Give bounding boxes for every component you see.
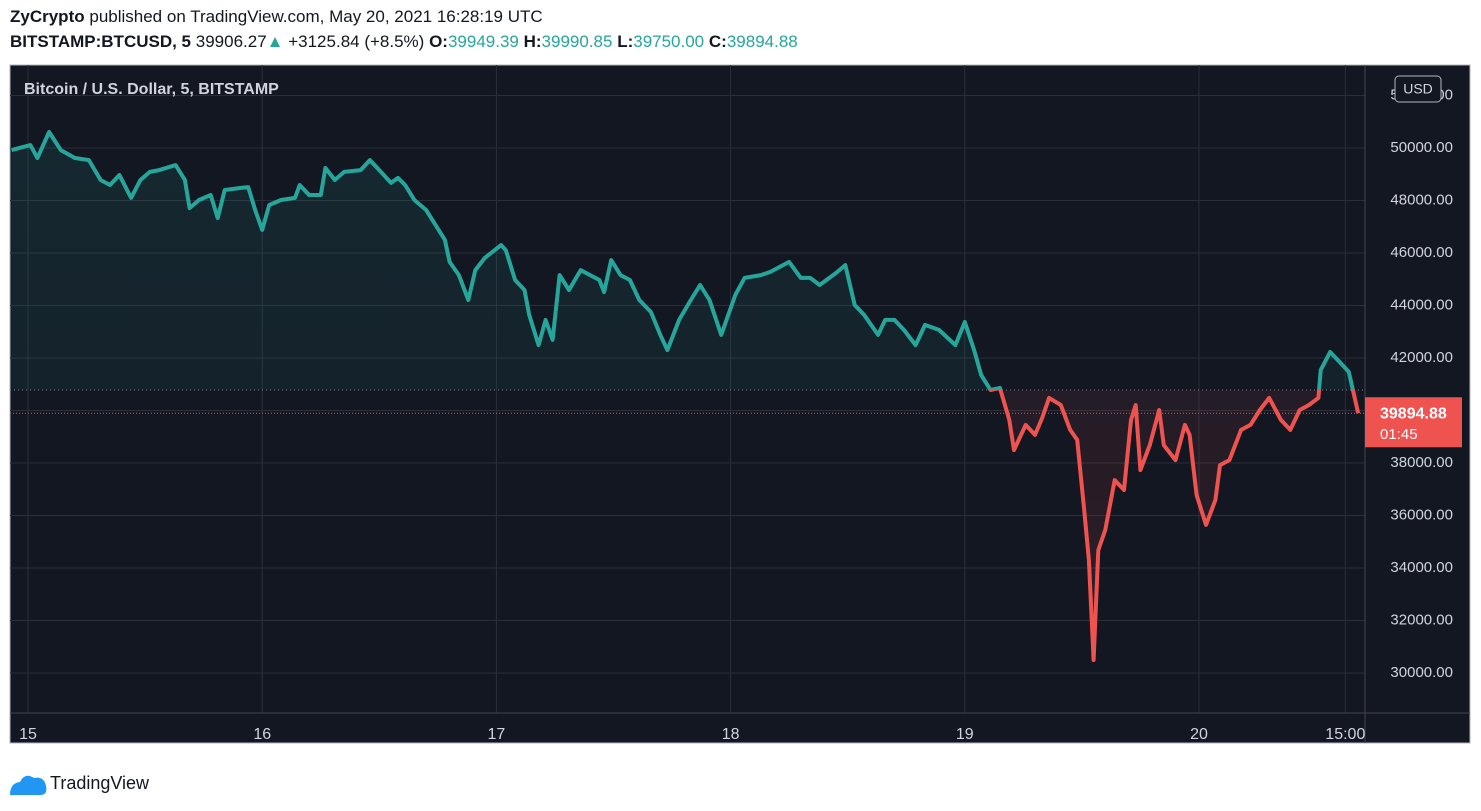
published: published on TradingView.com, May 20, 20… bbox=[89, 7, 542, 26]
y-tick-label: 30000.00 bbox=[1390, 664, 1453, 681]
y-tick-label: 42000.00 bbox=[1390, 349, 1453, 366]
y-tick-label: 48000.00 bbox=[1390, 191, 1453, 208]
l-label: L: bbox=[617, 32, 633, 51]
arrow: ▲ bbox=[267, 32, 284, 51]
x-tick-label: 17 bbox=[488, 726, 506, 743]
x-tick-label: 16 bbox=[253, 726, 271, 743]
c-label: C: bbox=[709, 32, 727, 51]
c-value: 39894.88 bbox=[727, 32, 798, 51]
x-tick-label: 18 bbox=[722, 726, 740, 743]
area-above bbox=[11, 132, 1353, 391]
price-tag bbox=[1365, 397, 1462, 448]
y-tick-label: 44000.00 bbox=[1390, 296, 1453, 313]
area-below bbox=[11, 390, 1359, 661]
y-tick-label: 38000.00 bbox=[1390, 454, 1453, 471]
y-tick-label: 34000.00 bbox=[1390, 559, 1453, 576]
h-label: H: bbox=[524, 32, 542, 51]
symbol: BITSTAMP:BTCUSD, 5 bbox=[10, 32, 191, 51]
price-tag-label: 39894.88 bbox=[1380, 405, 1447, 422]
y-tick-label: 36000.00 bbox=[1390, 506, 1453, 523]
currency-label: USD bbox=[1403, 81, 1433, 97]
symbol-line: BITSTAMP:BTCUSD, 5 39906.27▲ +3125.84 (+… bbox=[10, 32, 798, 51]
chart-title: Bitcoin / U.S. Dollar, 5, BITSTAMP bbox=[24, 81, 279, 98]
x-tick-label: 19 bbox=[956, 726, 974, 743]
header-line: ZyCrypto published on TradingView.com, M… bbox=[10, 7, 543, 26]
logo: TradingView bbox=[10, 773, 150, 795]
y-tick-label: 50000.00 bbox=[1390, 139, 1453, 156]
countdown-label: 01:45 bbox=[1380, 426, 1418, 443]
logo-icon bbox=[10, 775, 47, 795]
line-below bbox=[988, 390, 1361, 663]
line-above bbox=[11, 130, 1355, 391]
brand: TradingView bbox=[50, 773, 150, 793]
author: ZyCrypto bbox=[10, 7, 85, 26]
l-value: 39750.00 bbox=[633, 32, 704, 51]
o-value: 39949.39 bbox=[448, 32, 519, 51]
h-value: 39990.85 bbox=[542, 32, 613, 51]
change: +3125.84 (+8.5%) bbox=[288, 32, 424, 51]
price: 39906.27 bbox=[196, 32, 267, 51]
o-label: O: bbox=[429, 32, 448, 51]
plot bbox=[10, 130, 1365, 663]
currency-badge[interactable] bbox=[1394, 75, 1442, 103]
y-tick-label: 46000.00 bbox=[1390, 244, 1453, 261]
x-tick-label: 15 bbox=[19, 726, 37, 743]
x-tick-label: 20 bbox=[1190, 726, 1208, 743]
y-tick-label: 32000.00 bbox=[1390, 611, 1453, 628]
x-tick-label: 15:00 bbox=[1325, 726, 1365, 743]
